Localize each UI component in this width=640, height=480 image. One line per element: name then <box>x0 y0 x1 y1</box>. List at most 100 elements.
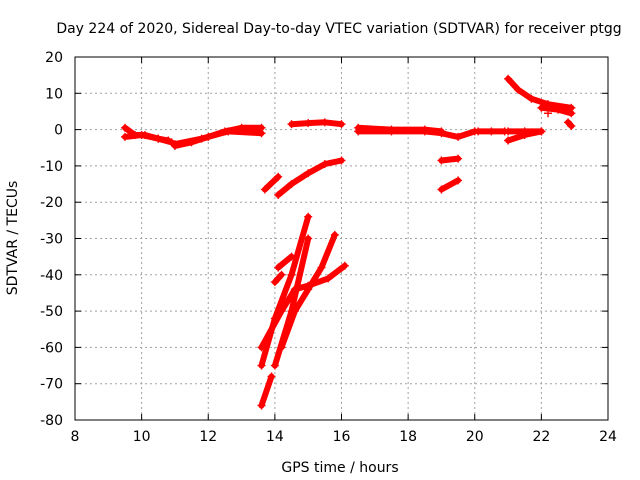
data-point <box>454 176 463 185</box>
data-point <box>544 109 553 118</box>
series-layer <box>120 74 576 410</box>
data-point <box>304 212 313 221</box>
series-arc-23 <box>277 230 339 352</box>
data-point <box>320 160 329 169</box>
data-point <box>514 85 523 94</box>
data-point <box>320 118 329 127</box>
data-point <box>504 74 513 83</box>
data-point <box>120 123 129 132</box>
series-line <box>275 253 295 271</box>
data-point <box>270 361 279 370</box>
data-point <box>170 140 179 149</box>
data-point <box>454 132 463 141</box>
y-axis-title: SDTVAR / TECUs <box>5 181 21 296</box>
y-tick-label: 0 <box>54 123 63 139</box>
series-arc-2 <box>120 131 173 145</box>
data-point <box>257 401 266 410</box>
series-line <box>355 124 445 135</box>
data-point <box>527 94 536 103</box>
data-point <box>287 270 296 279</box>
series-line <box>288 119 345 128</box>
data-point <box>554 105 563 114</box>
data-point <box>287 120 296 129</box>
data-point <box>154 134 163 143</box>
series-line <box>438 177 462 193</box>
series-arc-7 <box>354 123 446 136</box>
data-point <box>277 307 286 316</box>
x-tick-label: 22 <box>532 429 550 445</box>
x-tick-label: 10 <box>133 429 151 445</box>
y-tick-label: -50 <box>40 304 63 320</box>
series-arc-8 <box>474 127 509 136</box>
data-point <box>387 125 396 134</box>
y-tick-label: -70 <box>40 377 63 393</box>
data-point <box>520 127 529 136</box>
data-point <box>257 129 266 138</box>
series-arc-5 <box>287 118 346 129</box>
series-arc-14 <box>564 118 576 130</box>
data-point <box>304 169 313 178</box>
series-arc-10 <box>504 127 546 136</box>
data-point <box>437 127 446 136</box>
data-point <box>267 372 276 381</box>
data-point <box>287 252 296 261</box>
data-point <box>437 185 446 194</box>
data-point <box>304 234 313 243</box>
data-point <box>274 190 283 199</box>
series-arc-16 <box>437 176 463 194</box>
y-tick-label: -30 <box>40 232 63 248</box>
x-tick-label: 12 <box>199 429 217 445</box>
series-arc-18 <box>274 156 346 199</box>
data-point <box>337 120 346 129</box>
data-point <box>274 263 283 272</box>
data-point <box>354 123 363 132</box>
data-point <box>504 127 513 136</box>
x-tick-label: 14 <box>266 429 284 445</box>
data-point <box>277 343 286 352</box>
x-tick-label: 18 <box>399 429 417 445</box>
series-arc-4 <box>170 127 266 149</box>
y-tick-label: -20 <box>40 195 63 211</box>
chart-title: Day 224 of 2020, Sidereal Day-to-day VTE… <box>56 21 621 37</box>
series-arc-13 <box>544 109 553 118</box>
data-point <box>287 180 296 189</box>
data-point <box>137 131 146 140</box>
data-point <box>420 125 429 134</box>
data-point <box>120 132 129 141</box>
series-line <box>258 262 348 351</box>
y-tick-label: -40 <box>40 268 63 284</box>
data-point <box>290 307 299 316</box>
series-line <box>171 128 265 148</box>
series-arc-21 <box>257 372 276 410</box>
data-point <box>454 154 463 163</box>
x-tick-label: 16 <box>333 429 351 445</box>
series-line <box>258 373 275 409</box>
ticks <box>74 56 609 421</box>
series-arc-12 <box>537 103 576 118</box>
x-tick-label: 24 <box>599 429 617 445</box>
data-point <box>317 263 326 272</box>
series-arc-15 <box>437 154 463 165</box>
data-point <box>164 136 173 145</box>
tick-labels: 8 10 12 14 16 18 20 22 24 20 10 0 -10 -20 -30 -40 -50 -60… <box>40 50 617 445</box>
series-line <box>271 271 285 286</box>
data-point <box>257 343 266 352</box>
series-line <box>258 213 312 369</box>
series-line <box>261 173 282 193</box>
data-point <box>277 270 286 279</box>
data-point <box>324 274 333 283</box>
data-point <box>304 285 313 294</box>
y-tick-label: -60 <box>40 340 63 356</box>
data-point <box>260 185 269 194</box>
data-point <box>537 127 546 136</box>
series-arc-24 <box>270 270 286 287</box>
data-point <box>504 136 513 145</box>
data-point <box>537 103 546 112</box>
series-arc-11 <box>504 74 576 112</box>
data-point <box>224 127 233 136</box>
series-arc-25 <box>274 252 296 272</box>
y-tick-label: 20 <box>45 50 63 66</box>
data-point <box>274 172 283 181</box>
